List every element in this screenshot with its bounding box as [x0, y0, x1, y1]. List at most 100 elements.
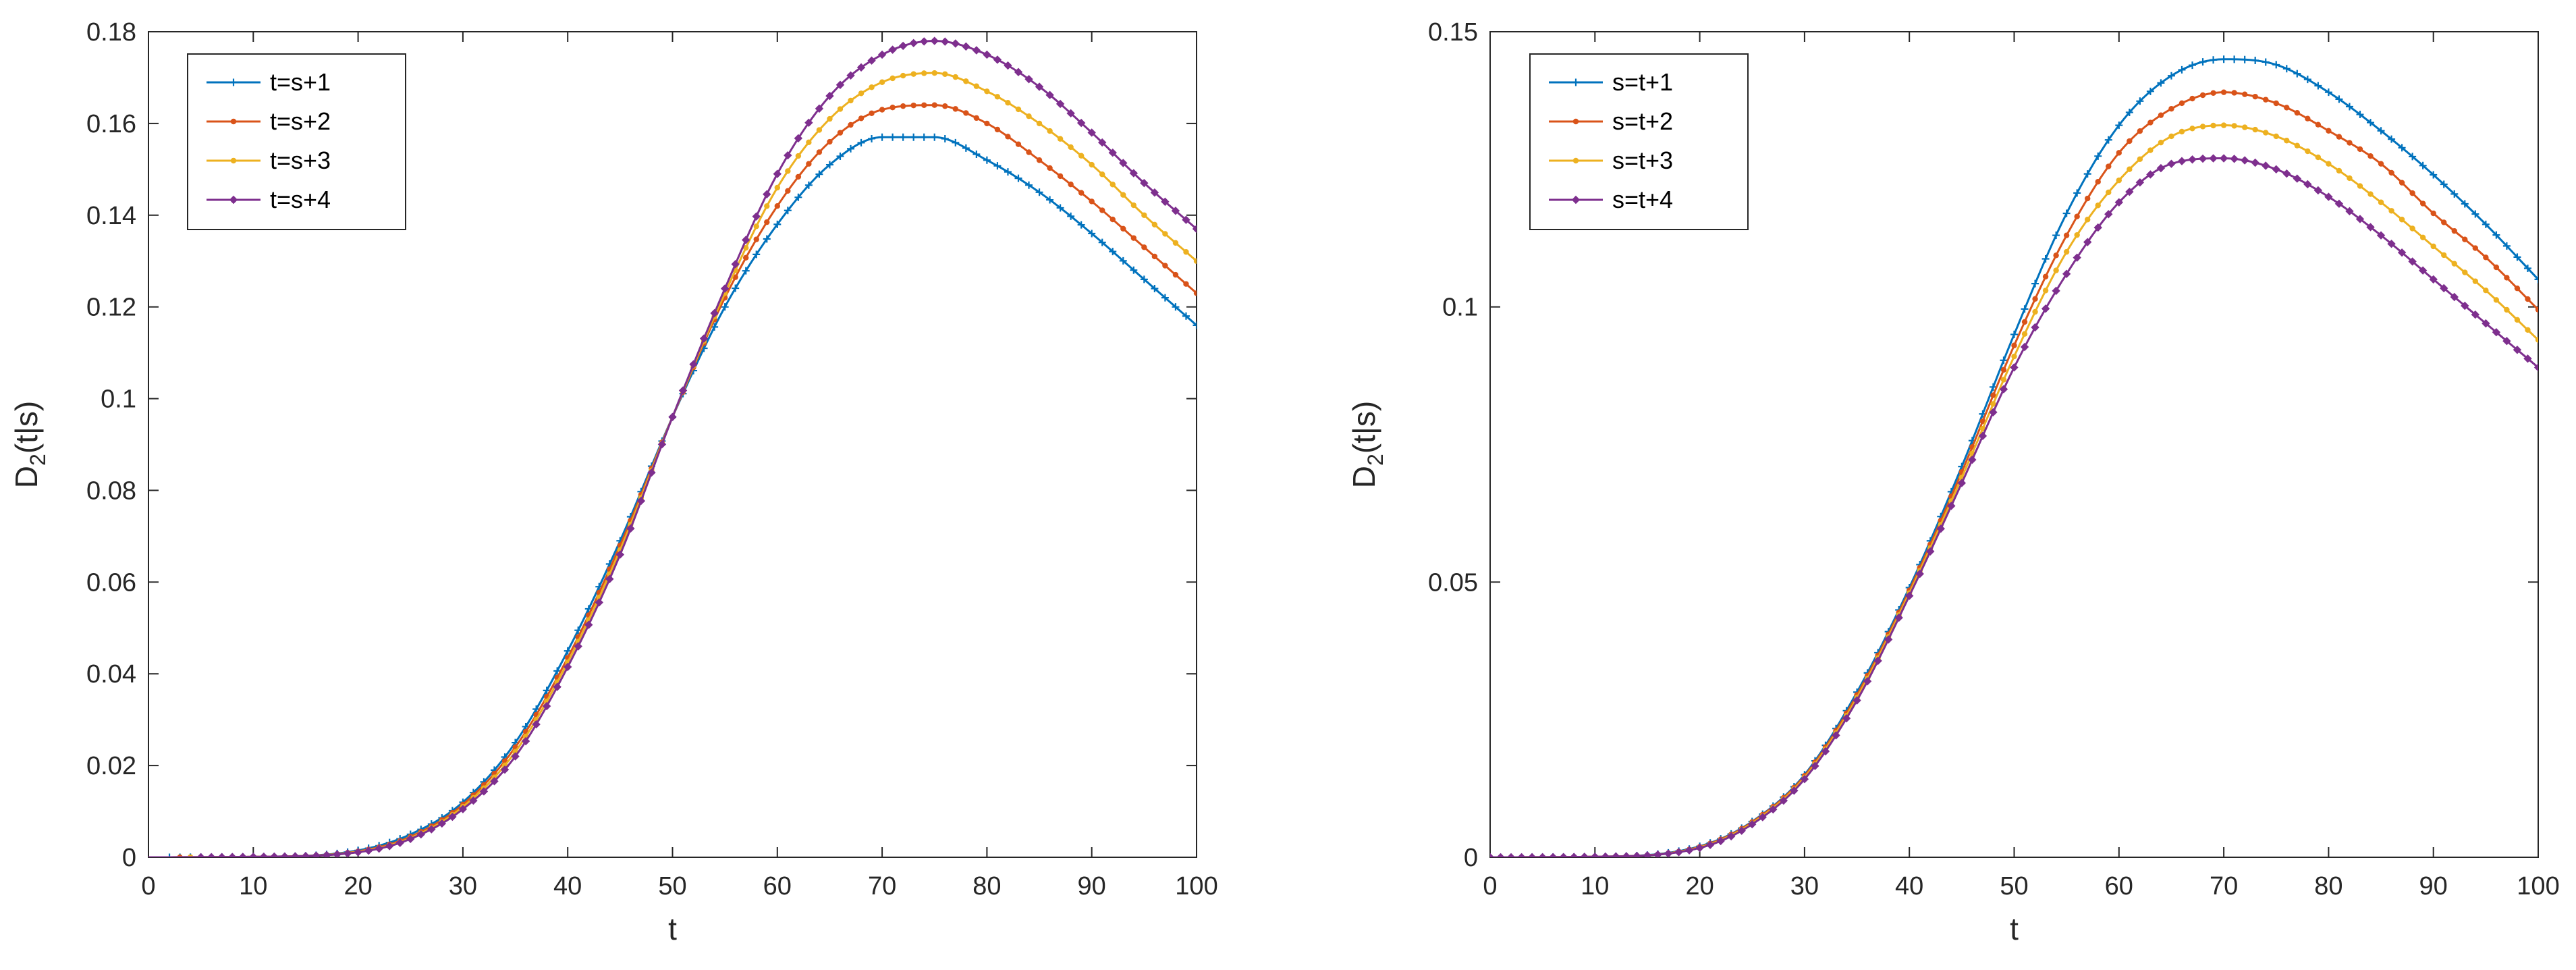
data-point: [2262, 161, 2270, 170]
data-point: [1129, 169, 1139, 178]
data-point: [1036, 157, 1043, 163]
data-point: [2355, 215, 2365, 223]
data-point: [1193, 321, 1197, 329]
data-point: [1035, 188, 1043, 196]
data-point: [2419, 234, 2426, 241]
data-point: [2251, 158, 2259, 167]
data-point: [816, 127, 823, 133]
data-point: [2472, 278, 2479, 284]
x-tick-label: 30: [1790, 872, 1819, 900]
data-point: [2252, 126, 2258, 133]
data-point: [2482, 319, 2490, 328]
data-point: [1004, 61, 1012, 70]
data-point: [794, 134, 803, 143]
data-point: [2137, 156, 2143, 162]
data-point: [869, 84, 875, 90]
data-point: [1151, 221, 1158, 228]
data-point: [889, 75, 896, 82]
data-point: [1769, 805, 1778, 814]
data-point: [2293, 174, 2302, 183]
data-point: [835, 80, 845, 89]
data-point: [1517, 853, 1526, 857]
data-point: [1968, 455, 1977, 464]
data-point: [1045, 90, 1054, 99]
data-point: [910, 71, 916, 77]
data-point: [2315, 154, 2322, 161]
y-tick-label: 0.12: [86, 294, 136, 322]
data-point: [972, 150, 981, 158]
data-point: [2074, 232, 2080, 238]
data-point: [910, 133, 918, 141]
data-point: [2093, 223, 2102, 232]
x-tick-label: 60: [763, 872, 792, 900]
y-axis-label: D2(t|s): [9, 401, 50, 488]
data-point: [1076, 118, 1086, 128]
data-point: [1800, 775, 1809, 784]
data-point: [720, 284, 730, 293]
data-point: [994, 94, 1001, 100]
data-point: [2347, 140, 2353, 146]
data-point: [867, 56, 876, 65]
data-point: [785, 188, 791, 194]
data-point: [1025, 181, 1033, 189]
data-point: [2303, 180, 2312, 189]
data-point: [2178, 128, 2185, 135]
data-point: [2230, 155, 2239, 163]
data-point: [469, 796, 478, 805]
data-point: [1088, 230, 1096, 238]
data-point: [1894, 613, 1903, 622]
data-point: [931, 102, 937, 108]
data-point: [2167, 72, 2175, 80]
data-point: [217, 853, 226, 857]
data-point: [2294, 109, 2301, 116]
y-tick-label: 0.02: [86, 752, 136, 780]
data-point: [280, 852, 290, 857]
data-point: [1979, 425, 1986, 432]
data-point: [1990, 401, 1996, 407]
data-point: [406, 834, 415, 844]
series-s=t+4: [1490, 154, 2538, 857]
data-point: [753, 236, 759, 242]
data-point: [605, 574, 614, 584]
legend-label: s=t+1: [1612, 68, 1673, 96]
data-point: [752, 250, 761, 259]
data-point: [2136, 97, 2144, 105]
data-point: [1140, 179, 1149, 188]
data-point: [2199, 92, 2206, 99]
data-point: [2147, 147, 2154, 153]
data-point: [2441, 219, 2447, 225]
data-point: [1947, 502, 1956, 510]
data-point: [2388, 208, 2394, 214]
data-point: [774, 184, 781, 191]
data-point: [2367, 153, 2374, 159]
data-point: [742, 236, 750, 244]
data-point: [636, 496, 646, 506]
data-point: [689, 360, 698, 369]
data-point: [1087, 128, 1096, 137]
data-point: [1490, 853, 1495, 857]
left-chart: 0 10 20 30 40 50 60 70 80 90 100 0 0.02 0.04 0.06 0.08 0…: [9, 18, 1218, 946]
data-point: [1057, 173, 1064, 180]
data-point: [2429, 275, 2438, 284]
data-point: [2263, 130, 2269, 136]
data-point: [500, 765, 510, 774]
data-point: [615, 550, 625, 559]
data-point: [238, 853, 247, 857]
data-point: [1056, 99, 1065, 109]
data-point: [2345, 207, 2354, 216]
data-point: [2020, 342, 2029, 352]
data-point: [2483, 254, 2489, 261]
data-point: [301, 852, 310, 857]
data-point: [1538, 853, 1547, 857]
data-point: [427, 825, 436, 834]
data-point: [1036, 120, 1043, 127]
x-tick-label: 90: [2419, 872, 2448, 900]
data-point: [2326, 128, 2332, 134]
data-point: [2440, 284, 2448, 293]
data-point: [2378, 199, 2384, 205]
data-point: [647, 468, 656, 477]
data-point: [888, 45, 897, 54]
data-point: [2493, 297, 2500, 303]
data-point: [2167, 159, 2176, 168]
data-point: [1884, 635, 1893, 644]
